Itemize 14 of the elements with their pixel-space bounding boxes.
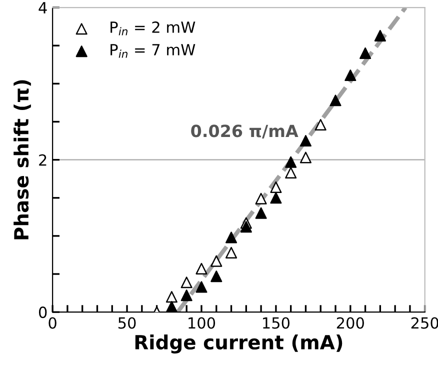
y-tick-label: 4 bbox=[38, 2, 47, 14]
annotation: 0.026 π/mA bbox=[191, 124, 298, 139]
x-tick-label: 200 bbox=[336, 317, 364, 329]
x-axis-title: Ridge current (mA) bbox=[135, 334, 342, 354]
x-tick-label: 100 bbox=[188, 317, 216, 329]
x-tick-label: 250 bbox=[411, 317, 438, 329]
legend-label: P$_{in}$ = 7 mW bbox=[110, 44, 196, 58]
x-tick-label: 0 bbox=[48, 317, 56, 329]
y-axis-title: Phase shift (π) bbox=[14, 80, 31, 240]
y-tick-label: 0 bbox=[38, 306, 47, 318]
x-tick-label: 150 bbox=[263, 317, 290, 329]
x-tick-label: 50 bbox=[118, 317, 136, 329]
y-tick-label: 2 bbox=[39, 154, 46, 166]
legend-label: P$_{in}$ = 2 mW bbox=[110, 21, 196, 36]
